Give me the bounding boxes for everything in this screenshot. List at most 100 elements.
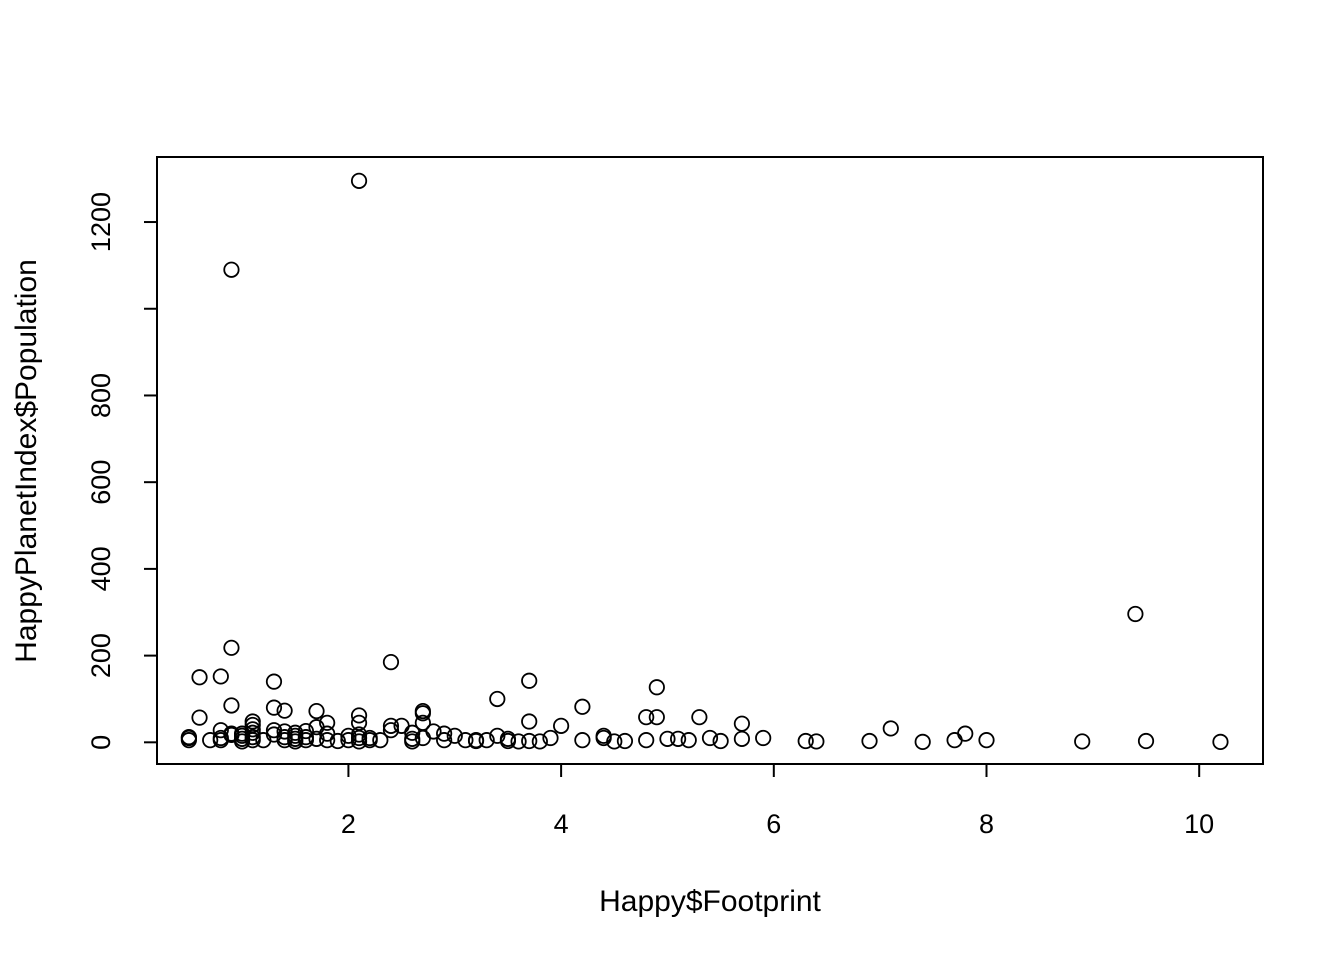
data-point — [1137, 732, 1155, 750]
data-point — [180, 729, 198, 746]
data-point — [414, 703, 431, 720]
data-point — [404, 730, 421, 747]
data-point — [244, 721, 261, 738]
data-point — [382, 717, 400, 734]
y-tick-label: 400 — [86, 546, 116, 591]
data-point — [191, 669, 208, 686]
data-point — [265, 673, 283, 690]
data-point — [808, 733, 825, 750]
data-point — [946, 732, 963, 749]
data-point — [276, 702, 293, 719]
data-point — [361, 729, 378, 747]
data-point — [467, 732, 485, 749]
data-point — [212, 668, 229, 685]
data-point — [297, 722, 314, 740]
data-point — [553, 717, 570, 734]
data-point — [733, 730, 751, 747]
data-point — [478, 732, 495, 749]
y-axis-title: HappyPlanetIndex$Population — [10, 259, 43, 663]
data-point — [319, 732, 336, 749]
data-point — [680, 732, 697, 749]
data-point — [669, 730, 687, 747]
data-point — [691, 709, 708, 726]
data-point — [574, 698, 591, 715]
data-point — [499, 730, 517, 747]
data-point — [223, 725, 240, 742]
x-axis-title: Happy$Footprint — [599, 885, 821, 918]
data-point — [510, 733, 527, 750]
y-tick-label: 600 — [86, 460, 116, 505]
x-tick-label: 6 — [766, 809, 781, 839]
data-point — [382, 722, 400, 739]
data-point — [223, 639, 240, 656]
x-tick-label: 8 — [979, 809, 994, 839]
data-point — [350, 172, 368, 189]
data-point — [457, 732, 474, 749]
y-tick-label: 1200 — [86, 192, 116, 252]
data-point — [436, 725, 453, 742]
y-tick-label: 200 — [86, 633, 116, 678]
data-point — [701, 729, 719, 747]
data-point — [297, 729, 314, 746]
data-point — [319, 714, 336, 731]
data-point — [489, 690, 506, 708]
x-tick-label: 10 — [1184, 809, 1214, 839]
data-point — [308, 730, 325, 747]
data-point — [1212, 733, 1229, 750]
data-point — [574, 732, 591, 749]
data-point — [382, 654, 400, 671]
data-point — [212, 722, 229, 739]
data-point — [319, 725, 336, 742]
data-point — [733, 715, 751, 732]
y-tick-label: 0 — [86, 735, 116, 750]
data-point — [606, 733, 623, 750]
data-point — [276, 723, 293, 740]
data-point — [712, 732, 729, 750]
data-point — [425, 723, 442, 740]
data-point — [276, 729, 293, 746]
data-point — [978, 732, 995, 749]
data-point — [265, 699, 283, 716]
data-point — [542, 729, 559, 747]
data-point — [521, 732, 538, 750]
data-point — [372, 732, 389, 749]
data-point — [350, 707, 368, 724]
data-point — [244, 729, 261, 746]
data-point — [1127, 605, 1144, 623]
data-point — [436, 732, 453, 749]
data-point — [350, 714, 368, 731]
data-point — [957, 725, 974, 742]
data-point — [882, 720, 899, 737]
data-point — [244, 713, 261, 730]
data-point — [616, 732, 634, 750]
x-axis: 2 4 6 8 10 — [341, 763, 1214, 839]
x-tick-label: 2 — [341, 809, 356, 839]
data-point — [489, 727, 506, 744]
data-point — [659, 730, 676, 747]
data-point — [861, 732, 878, 750]
x-tick-label: 4 — [554, 809, 569, 839]
data-points — [180, 172, 1229, 750]
data-point — [531, 733, 548, 750]
data-point — [648, 679, 665, 696]
data-point — [202, 732, 219, 749]
data-point — [308, 703, 325, 720]
data-point — [755, 729, 772, 747]
data-point — [638, 709, 655, 726]
data-point — [404, 724, 421, 741]
data-point — [446, 727, 463, 744]
data-point — [1074, 733, 1091, 750]
y-tick-label: 800 — [86, 373, 116, 418]
data-point — [223, 261, 240, 278]
y-axis: 0 200 400 600 800 1200 — [86, 192, 158, 750]
data-point — [212, 729, 229, 747]
data-point — [414, 714, 431, 731]
data-point — [287, 724, 304, 741]
data-point — [521, 672, 538, 689]
data-point — [223, 697, 240, 714]
data-point — [638, 732, 655, 749]
data-point — [914, 733, 931, 750]
data-point — [797, 732, 814, 750]
data-point — [521, 713, 538, 730]
